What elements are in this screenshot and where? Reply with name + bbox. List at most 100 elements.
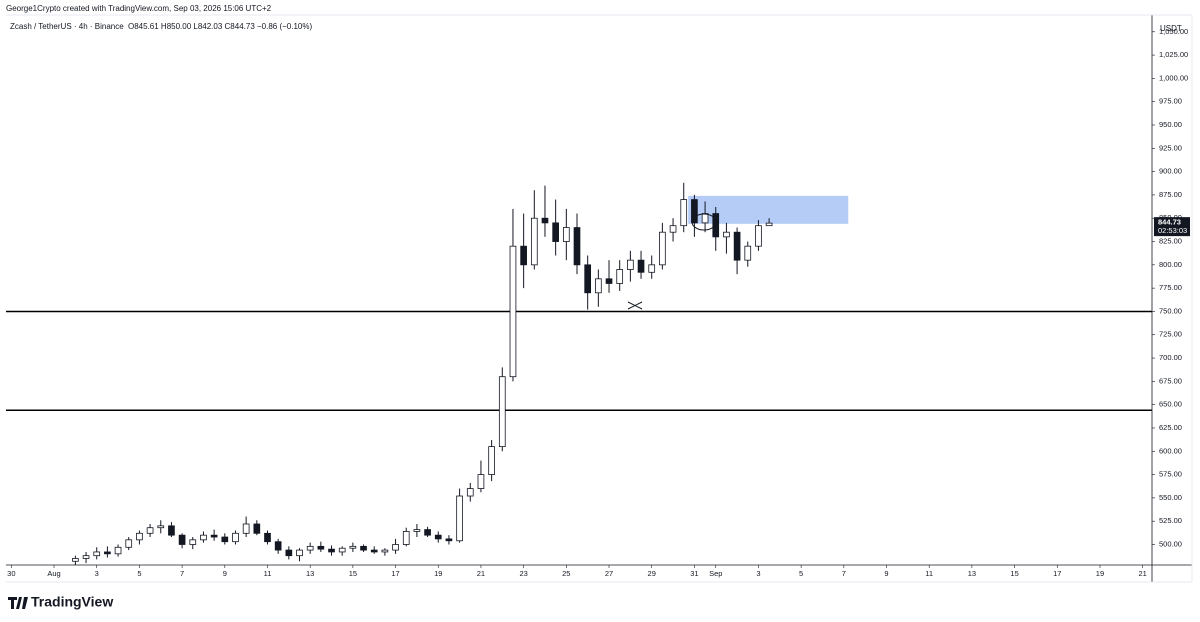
candle-body xyxy=(264,532,271,543)
candle-body xyxy=(445,538,453,542)
x-tick-label: 11 xyxy=(925,569,933,578)
axes: 500.00 525.00 550.00 575.00 600.00 625.00 650.… xyxy=(7,27,1190,578)
x-tick-label: 27 xyxy=(605,569,613,578)
x-tick-label: 17 xyxy=(1053,569,1061,578)
y-tick-label: 1,050.00 xyxy=(1159,27,1188,36)
y-tick-label: 775.00 xyxy=(1159,283,1182,292)
candle-body xyxy=(370,549,378,553)
x-tick-label: 15 xyxy=(1010,569,1018,578)
candle-body xyxy=(338,547,346,553)
x-tick-label: Sep xyxy=(709,569,722,578)
ohlc-text: O845.61 H850.00 L842.03 C844.73 −0.86 (−… xyxy=(128,22,312,31)
candle-body xyxy=(648,264,656,273)
x-tick-label: 19 xyxy=(434,569,442,578)
candle-body xyxy=(466,488,474,497)
x-tick-label: 11 xyxy=(264,569,272,578)
cross-drawing xyxy=(627,301,643,310)
candle-body xyxy=(328,548,335,553)
candle-body xyxy=(242,523,250,534)
candle-body xyxy=(93,551,101,557)
candle-body xyxy=(210,534,218,538)
candle-body xyxy=(755,225,762,247)
x-tick-label: 15 xyxy=(349,569,357,578)
x-tick-label: 25 xyxy=(562,569,570,578)
y-tick-label: 900.00 xyxy=(1159,167,1182,176)
candle-body xyxy=(146,527,154,534)
x-tick-label: 5 xyxy=(137,569,141,578)
candle-body xyxy=(520,245,527,266)
candle-body xyxy=(114,546,122,555)
candle-body xyxy=(178,534,186,545)
y-tick-label: 1,025.00 xyxy=(1159,50,1188,59)
chart-title: Zcash / TetherUS · 4h · Binance xyxy=(10,22,124,31)
candle-body xyxy=(573,227,581,266)
candle-body xyxy=(595,278,602,294)
candle-body xyxy=(434,534,442,540)
y-tick-label: 525.00 xyxy=(1159,516,1182,525)
y-tick-label: 600.00 xyxy=(1159,446,1182,455)
y-tick-label: 825.00 xyxy=(1159,237,1182,246)
candle-body xyxy=(285,549,293,557)
candle-body xyxy=(424,529,431,536)
candle-body xyxy=(392,544,399,551)
candle-body xyxy=(765,222,773,227)
candle-body xyxy=(253,523,261,534)
candle-body xyxy=(637,259,645,273)
x-tick-label: 29 xyxy=(648,569,656,578)
candle-body xyxy=(744,245,752,261)
y-tick-label: 625.00 xyxy=(1159,423,1182,432)
candle-body xyxy=(360,545,367,551)
y-tick-label: 1,000.00 xyxy=(1159,73,1188,82)
x-tick-label: 5 xyxy=(799,569,803,578)
candle-body xyxy=(413,529,421,532)
candle-body xyxy=(125,539,133,548)
candle-body xyxy=(456,495,463,542)
last-price-box xyxy=(1154,217,1190,237)
last-price-label: 844.73 xyxy=(1158,218,1181,227)
candle-body xyxy=(552,222,559,242)
candle-body xyxy=(562,227,570,242)
x-tick-label: 31 xyxy=(690,569,698,578)
candle-body xyxy=(72,558,79,562)
x-tick-label: 9 xyxy=(884,569,888,578)
x-tick-label: 7 xyxy=(180,569,184,578)
y-tick-label: 925.00 xyxy=(1159,143,1182,152)
candle-body xyxy=(168,525,175,536)
candle-body xyxy=(712,213,720,238)
x-tick-label: 3 xyxy=(756,569,760,578)
candle-body xyxy=(584,264,592,294)
candle-body xyxy=(541,217,549,224)
candle-body xyxy=(605,278,613,284)
candle-body xyxy=(296,549,303,557)
plot-area xyxy=(6,182,1152,565)
y-tick-label: 950.00 xyxy=(1159,120,1182,129)
candle-body xyxy=(723,231,730,238)
brand: TradingView xyxy=(31,594,113,610)
y-tick-label: 550.00 xyxy=(1159,493,1182,502)
candle-body xyxy=(627,259,634,270)
candle-body xyxy=(306,545,314,551)
x-tick-label: 3 xyxy=(95,569,99,578)
zone xyxy=(688,195,849,224)
x-tick-label: 17 xyxy=(391,569,399,578)
candle-body xyxy=(82,555,90,559)
candle-body xyxy=(509,245,517,378)
candle-body xyxy=(701,213,709,224)
y-tick-label: 725.00 xyxy=(1159,330,1182,339)
candle-body xyxy=(104,551,111,555)
candle-body xyxy=(157,525,165,529)
candle-body xyxy=(349,545,357,549)
y-tick-label: 975.00 xyxy=(1159,97,1182,106)
countdown: 02:53:03 xyxy=(1158,226,1187,235)
x-tick-label: 19 xyxy=(1096,569,1104,578)
candle-body xyxy=(691,199,698,224)
candle-body xyxy=(221,536,229,543)
candle-body xyxy=(477,474,485,489)
x-tick-label: 13 xyxy=(968,569,976,578)
candle-body xyxy=(488,446,495,475)
candle-body xyxy=(274,541,282,551)
y-tick-label: 650.00 xyxy=(1159,400,1182,409)
candle-body xyxy=(232,532,239,543)
x-tick-label: 21 xyxy=(477,569,485,578)
candle-body xyxy=(402,531,410,545)
